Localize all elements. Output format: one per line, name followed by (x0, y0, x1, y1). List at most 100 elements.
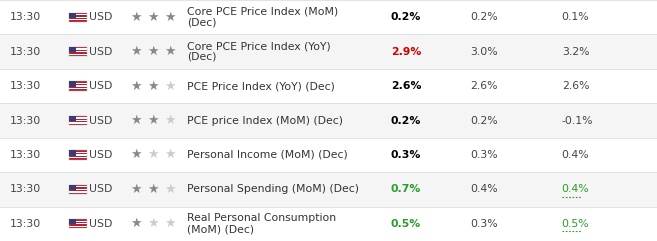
Text: 0.7%: 0.7% (391, 184, 421, 194)
Text: -0.1%: -0.1% (562, 115, 593, 126)
Text: USD: USD (89, 12, 112, 22)
Text: ★: ★ (147, 45, 159, 58)
Bar (0, 0, 657, 34)
Text: ★: ★ (164, 148, 176, 161)
Bar (0, 103, 657, 138)
Bar (69, 219, 76, 224)
Bar (69, 219, 87, 228)
Bar (69, 47, 76, 52)
Text: ★: ★ (147, 80, 159, 93)
Text: USD: USD (89, 115, 112, 126)
Bar (69, 120, 87, 121)
Text: 0.2%: 0.2% (391, 12, 421, 22)
Text: 3.2%: 3.2% (562, 47, 589, 57)
Bar (69, 17, 87, 18)
Text: 13:30: 13:30 (10, 12, 41, 22)
Text: (MoM) (Dec): (MoM) (Dec) (187, 224, 254, 234)
Text: ★: ★ (147, 11, 159, 24)
Text: 0.4%: 0.4% (562, 150, 589, 160)
Text: ★: ★ (130, 45, 142, 58)
Text: 2.6%: 2.6% (391, 81, 421, 91)
Bar (69, 226, 87, 227)
Bar (69, 186, 87, 187)
Bar (69, 150, 87, 160)
Text: ★: ★ (147, 217, 159, 230)
Text: 0.2%: 0.2% (470, 115, 497, 126)
Text: 13:30: 13:30 (10, 219, 41, 229)
Text: ★: ★ (130, 148, 142, 161)
Text: (Dec): (Dec) (187, 52, 217, 62)
Bar (69, 122, 87, 124)
Bar (69, 223, 87, 224)
Text: 0.3%: 0.3% (470, 150, 497, 160)
Bar (69, 81, 87, 91)
Bar (69, 117, 87, 119)
Bar (69, 47, 87, 56)
Bar (69, 154, 87, 156)
Bar (0, 138, 657, 172)
Text: USD: USD (89, 150, 112, 160)
Bar (69, 157, 87, 158)
Bar (69, 189, 87, 190)
Text: ★: ★ (164, 80, 176, 93)
Text: ★: ★ (130, 11, 142, 24)
Bar (69, 85, 87, 87)
Text: Core PCE Price Index (MoM): Core PCE Price Index (MoM) (187, 7, 338, 17)
Text: 0.4%: 0.4% (562, 184, 589, 194)
Text: ★: ★ (147, 148, 159, 161)
Text: USD: USD (89, 184, 112, 194)
Bar (69, 116, 76, 121)
Bar (0, 207, 657, 241)
Text: Personal Spending (MoM) (Dec): Personal Spending (MoM) (Dec) (187, 184, 359, 194)
Text: ★: ★ (164, 11, 176, 24)
Text: 0.2%: 0.2% (470, 12, 497, 22)
Bar (69, 191, 87, 193)
Text: ★: ★ (130, 183, 142, 196)
Text: 0.2%: 0.2% (391, 115, 421, 126)
Bar (69, 19, 87, 20)
Text: ★: ★ (147, 114, 159, 127)
Text: 13:30: 13:30 (10, 115, 41, 126)
Text: ★: ★ (164, 183, 176, 196)
Text: 0.1%: 0.1% (562, 12, 589, 22)
Text: ★: ★ (130, 217, 142, 230)
Text: 0.5%: 0.5% (562, 219, 589, 229)
Bar (0, 172, 657, 207)
Text: 0.3%: 0.3% (470, 219, 497, 229)
Text: Real Personal Consumption: Real Personal Consumption (187, 214, 336, 223)
Bar (69, 48, 87, 50)
Text: ★: ★ (164, 217, 176, 230)
Text: 0.4%: 0.4% (470, 184, 497, 194)
Text: ★: ★ (147, 183, 159, 196)
Bar (69, 150, 76, 156)
Text: PCE price Index (MoM) (Dec): PCE price Index (MoM) (Dec) (187, 115, 343, 126)
Bar (69, 13, 76, 18)
Text: (Dec): (Dec) (187, 18, 217, 27)
Bar (0, 34, 657, 69)
Text: 3.0%: 3.0% (470, 47, 497, 57)
Text: 13:30: 13:30 (10, 184, 41, 194)
Bar (0, 69, 657, 103)
Text: 0.5%: 0.5% (391, 219, 421, 229)
Bar (69, 83, 87, 84)
Bar (69, 81, 76, 87)
Text: ★: ★ (130, 80, 142, 93)
Text: ★: ★ (164, 114, 176, 127)
Bar (69, 185, 87, 194)
Bar (69, 51, 87, 52)
Text: Core PCE Price Index (YoY): Core PCE Price Index (YoY) (187, 41, 331, 51)
Bar (69, 185, 76, 190)
Bar (69, 152, 87, 153)
Text: 13:30: 13:30 (10, 81, 41, 91)
Bar (69, 14, 87, 15)
Text: 13:30: 13:30 (10, 47, 41, 57)
Bar (69, 54, 87, 55)
Text: 13:30: 13:30 (10, 150, 41, 160)
Text: PCE Price Index (YoY) (Dec): PCE Price Index (YoY) (Dec) (187, 81, 335, 91)
Text: USD: USD (89, 81, 112, 91)
Text: ★: ★ (130, 114, 142, 127)
Text: USD: USD (89, 219, 112, 229)
Bar (69, 221, 87, 222)
Text: Personal Income (MoM) (Dec): Personal Income (MoM) (Dec) (187, 150, 348, 160)
Text: ★: ★ (164, 45, 176, 58)
